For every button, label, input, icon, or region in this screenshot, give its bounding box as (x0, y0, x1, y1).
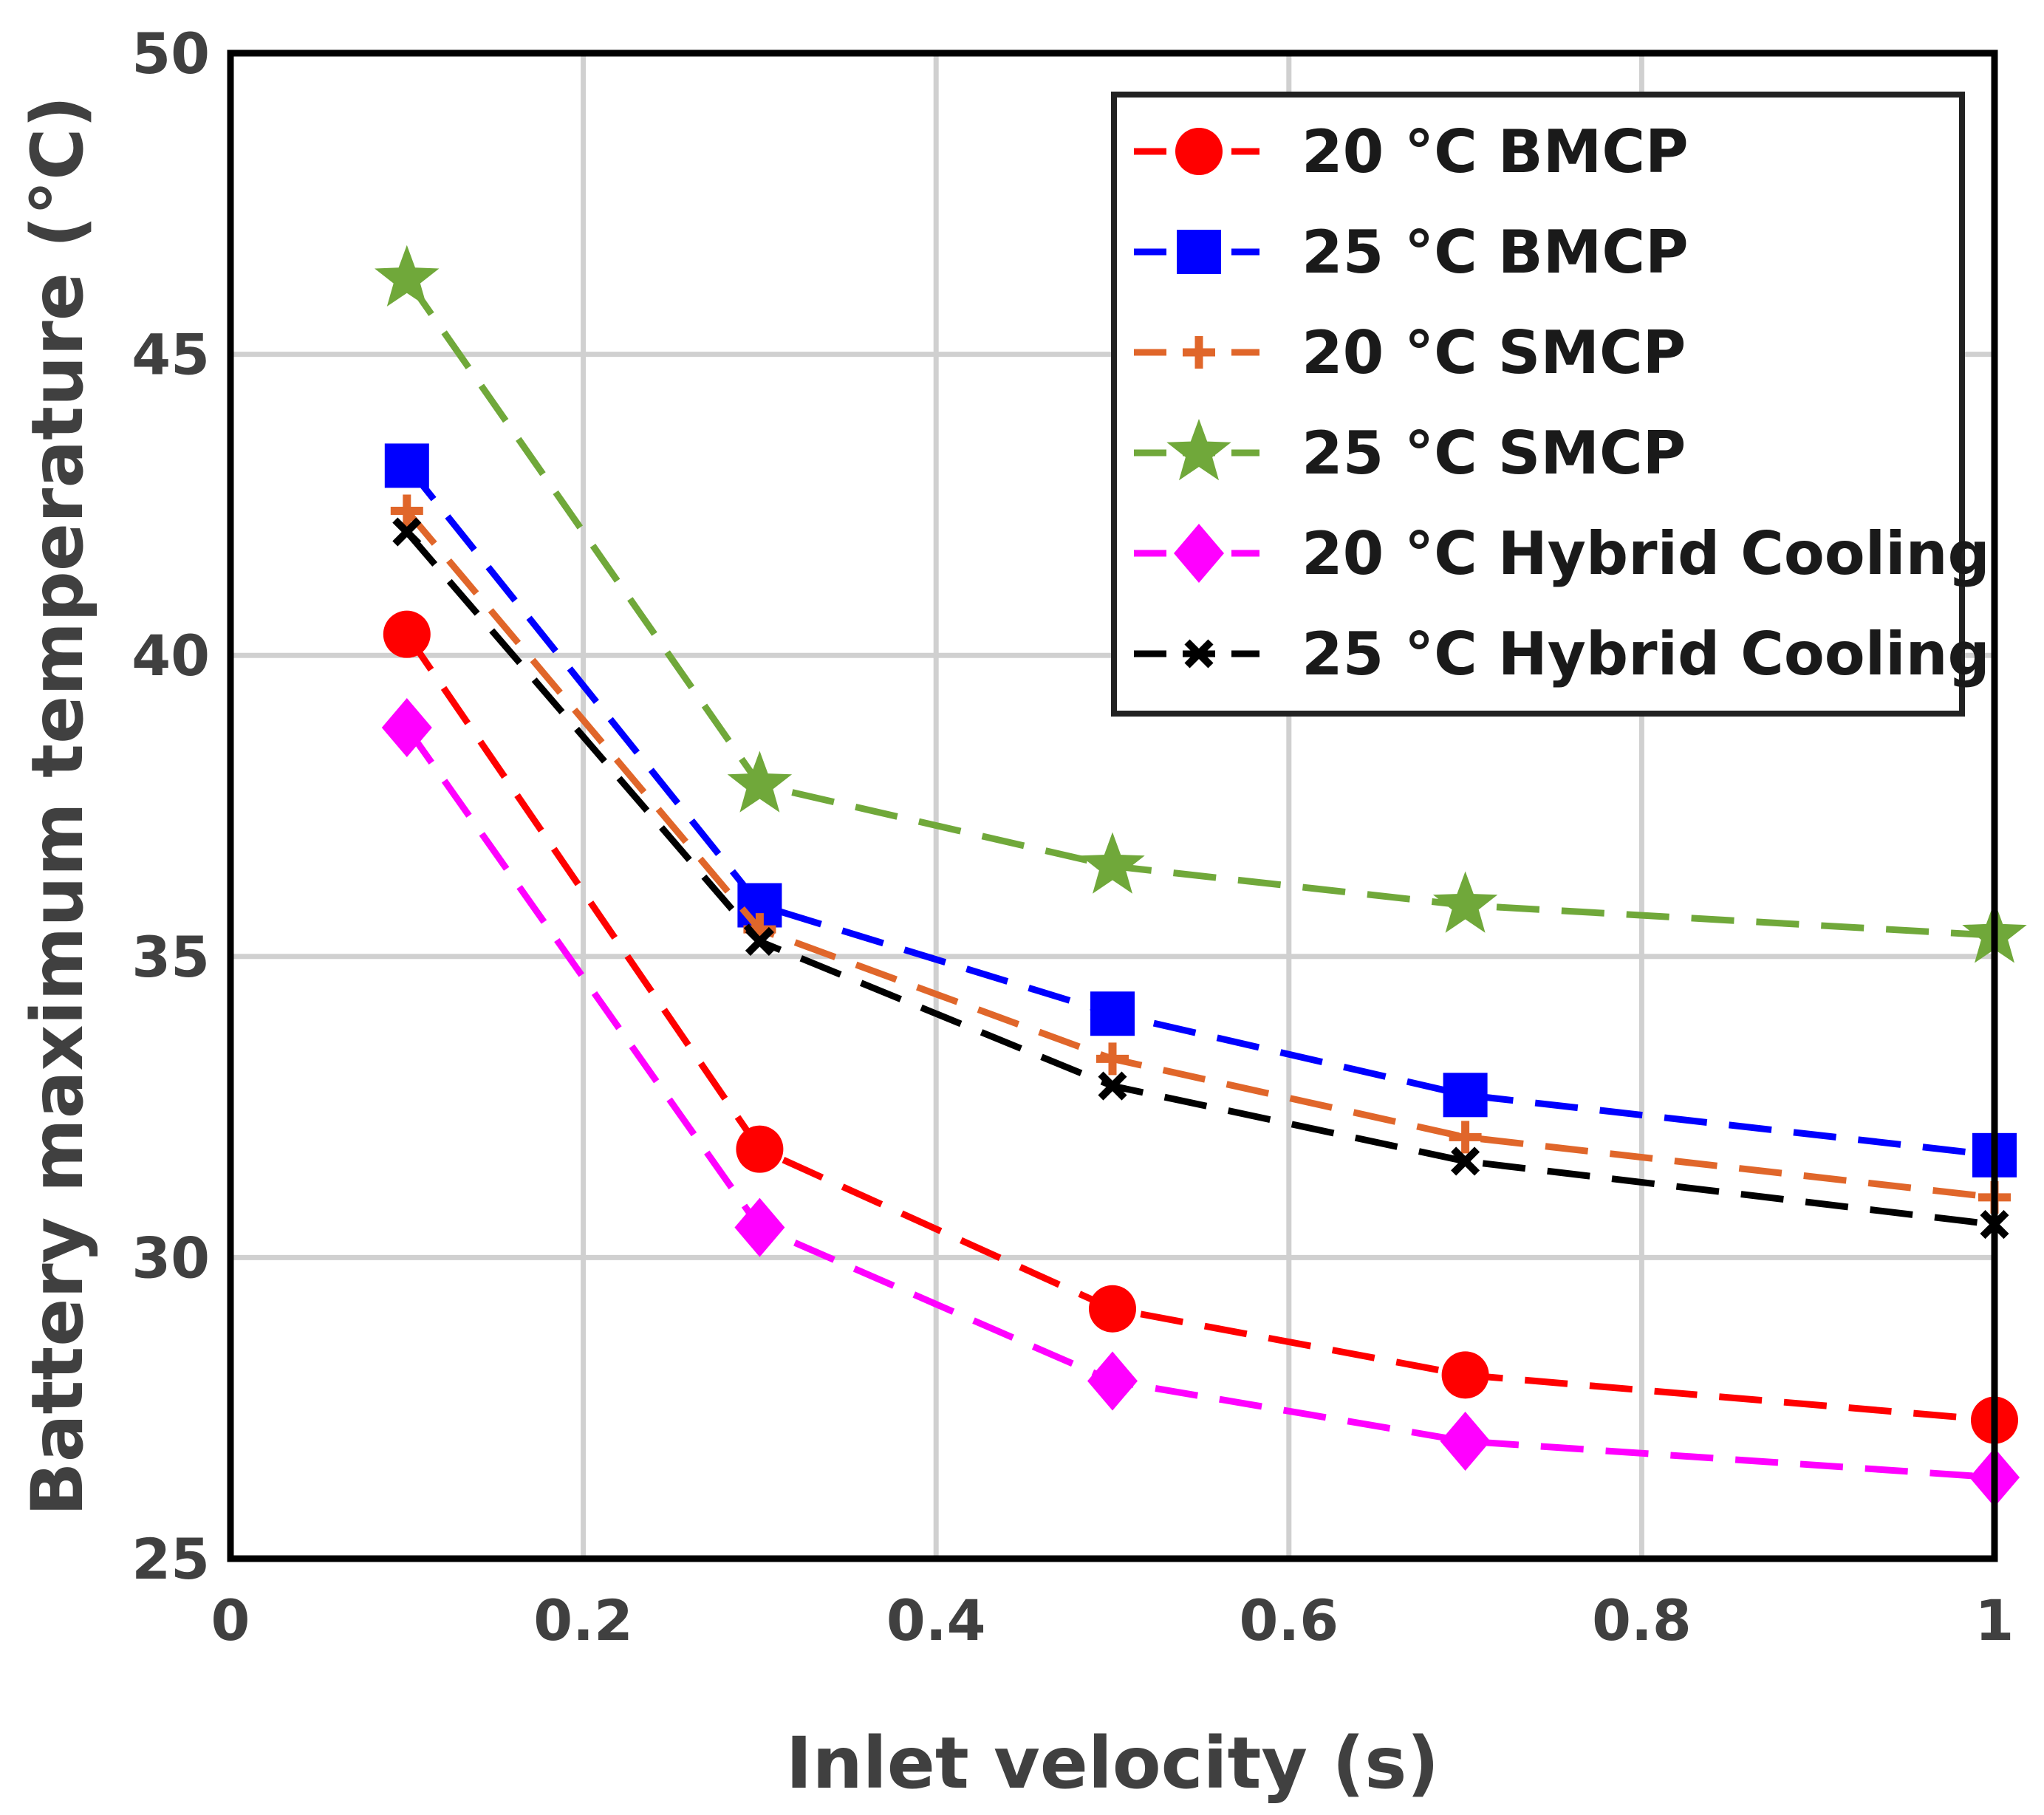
y-tick-label: 30 (131, 1225, 210, 1291)
legend-label: 25 °C BMCP (1302, 218, 1689, 287)
data-point-marker (1087, 1351, 1138, 1411)
legend-label: 20 °C BMCP (1302, 117, 1689, 186)
series-lines (375, 245, 2027, 1507)
series-square (384, 443, 2017, 1177)
legend-marker (1183, 336, 1215, 369)
data-point-marker (1080, 832, 1145, 894)
legend-box (1111, 92, 1965, 717)
legend-marker (1175, 128, 1223, 175)
x-tick-label: 0.6 (1239, 1587, 1339, 1653)
data-point-marker (736, 1125, 784, 1173)
y-tick-label: 45 (131, 322, 210, 388)
legend-item: 25 °C SMCP (1134, 419, 1686, 488)
y-tick-label: 40 (131, 623, 210, 688)
data-point-marker (1443, 1073, 1488, 1118)
y-axis-label: Battery maximum temperature (°C) (16, 96, 99, 1517)
legend-marker (1166, 419, 1231, 481)
data-point-marker (1451, 1146, 1480, 1176)
legend-label: 25 °C SMCP (1302, 419, 1686, 488)
data-point-marker (384, 443, 429, 488)
data-point-marker (1098, 1071, 1127, 1101)
x-axis-label: Inlet velocity (s) (786, 1722, 1440, 1805)
data-point-marker (1449, 1121, 1482, 1154)
y-axis-ticks: 25 30 35 40 45 50 (131, 21, 210, 1592)
data-point-marker (745, 926, 774, 956)
y-tick-label: 35 (131, 924, 210, 990)
series-x (392, 517, 2009, 1240)
data-point-marker (1096, 1042, 1129, 1076)
x-tick-label: 0 (211, 1587, 250, 1653)
legend-item: 25 °C Hybrid Cooling (1134, 620, 1990, 688)
x-axis-ticks: 0 0.2 0.4 0.6 0.8 1 (211, 1587, 2014, 1653)
plot-area-frame (227, 49, 1998, 1562)
legend-label: 25 °C Hybrid Cooling (1302, 620, 1990, 688)
data-point-marker (1441, 1351, 1489, 1399)
data-point-marker (392, 517, 422, 547)
data-point-marker (375, 245, 440, 307)
data-point-marker (390, 494, 423, 527)
data-point-marker (1089, 1285, 1136, 1333)
data-point-marker (1432, 871, 1498, 933)
legend-marker (1174, 524, 1224, 583)
legend: 20 °C BMCP 25 °C BMCP 20 °C SMCP 25 °C SMCP… (1111, 92, 1990, 717)
x-tick-label: 0.8 (1592, 1587, 1692, 1653)
data-point-marker (381, 698, 432, 758)
x-tick-label: 0.2 (533, 1587, 633, 1653)
legend-item: 25 °C BMCP (1134, 218, 1689, 287)
y-tick-label: 25 (131, 1526, 210, 1592)
data-point-marker (727, 751, 793, 813)
series-line (404, 632, 1995, 1423)
y-tick-label: 50 (131, 21, 210, 86)
data-point-marker (383, 610, 431, 658)
x-tick-label: 0.4 (886, 1587, 986, 1653)
legend-marker (1184, 639, 1214, 669)
x-tick-label: 1 (1975, 1587, 2014, 1653)
series-circle (383, 610, 2018, 1444)
data-point-marker (1440, 1412, 1491, 1472)
legend-label: 20 °C Hybrid Cooling (1302, 519, 1990, 588)
legend-label: 20 °C SMCP (1302, 318, 1686, 387)
legend-item: 20 °C BMCP (1134, 117, 1689, 186)
legend-item: 20 °C SMCP (1134, 318, 1686, 387)
data-point-marker (1090, 991, 1135, 1036)
legend-marker (1177, 230, 1221, 274)
legend-item: 20 °C Hybrid Cooling (1134, 519, 1990, 588)
data-point-marker (734, 1197, 785, 1257)
